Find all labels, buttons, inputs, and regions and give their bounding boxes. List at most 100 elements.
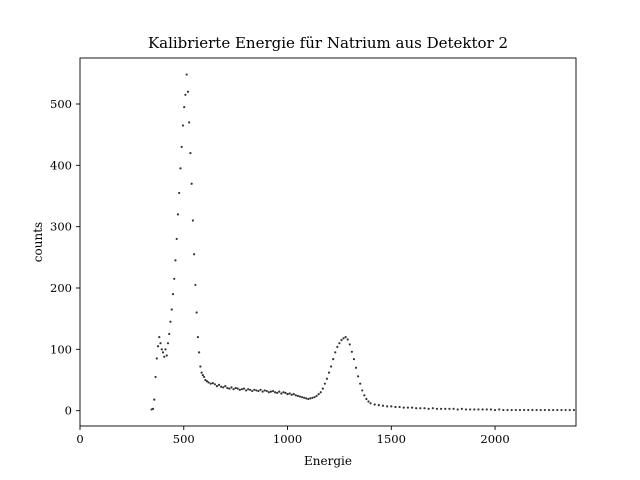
x-tick-label: 1500 xyxy=(377,432,406,446)
data-point xyxy=(321,387,324,390)
data-point xyxy=(406,406,409,409)
data-point xyxy=(292,393,295,396)
data-point xyxy=(194,283,197,287)
data-point xyxy=(309,397,312,400)
x-tick-label: 500 xyxy=(173,432,195,446)
chart-title: Kalibrierte Energie für Natrium aus Dete… xyxy=(148,34,508,52)
data-point xyxy=(367,400,370,403)
data-point xyxy=(493,408,497,412)
data-point xyxy=(224,385,227,388)
data-point xyxy=(556,408,559,412)
data-point xyxy=(191,219,194,222)
data-point xyxy=(284,391,287,394)
data-point xyxy=(317,393,320,396)
data-point xyxy=(186,90,190,93)
data-point xyxy=(215,385,219,388)
data-point xyxy=(234,386,237,390)
data-point xyxy=(334,351,337,354)
data-point xyxy=(189,151,192,155)
data-point xyxy=(232,388,235,391)
data-point xyxy=(402,406,405,409)
data-point xyxy=(489,408,493,411)
data-point xyxy=(342,337,345,340)
data-point xyxy=(238,388,241,391)
data-point xyxy=(527,408,530,412)
data-point xyxy=(373,403,376,406)
data-point xyxy=(255,389,258,392)
data-points xyxy=(150,73,576,412)
data-point xyxy=(170,308,173,311)
y-tick-label: 300 xyxy=(50,220,72,234)
data-point xyxy=(350,350,353,353)
data-point xyxy=(560,408,563,412)
data-point xyxy=(419,407,422,410)
data-point xyxy=(547,408,551,412)
data-point xyxy=(539,408,542,412)
data-point xyxy=(242,387,246,390)
data-point xyxy=(340,339,343,342)
data-point xyxy=(273,391,277,394)
data-point xyxy=(156,345,160,348)
data-point xyxy=(369,402,372,405)
data-point xyxy=(311,396,314,399)
data-point xyxy=(477,408,480,411)
data-point xyxy=(267,391,270,394)
x-axis-label: Energie xyxy=(304,454,352,468)
data-point xyxy=(154,375,157,379)
data-point xyxy=(300,396,304,399)
data-point xyxy=(531,408,534,412)
y-axis-label: counts xyxy=(31,222,45,262)
data-point xyxy=(261,390,264,393)
data-point xyxy=(181,124,185,127)
data-point xyxy=(257,389,260,393)
data-point xyxy=(228,387,231,390)
data-point xyxy=(265,389,268,393)
data-point xyxy=(163,355,166,358)
data-point xyxy=(363,394,366,397)
data-point xyxy=(481,408,484,411)
data-point xyxy=(359,382,362,385)
data-point xyxy=(205,380,209,383)
data-point xyxy=(200,371,203,374)
data-point xyxy=(336,345,339,348)
data-point xyxy=(185,73,188,76)
data-point xyxy=(160,348,163,351)
y-axis-ticks: 0 100 200 300 400 500 xyxy=(50,97,80,418)
data-point xyxy=(338,342,341,345)
data-point xyxy=(464,408,468,411)
data-point xyxy=(249,388,252,391)
plot-frame xyxy=(79,57,577,427)
data-point xyxy=(222,386,225,389)
data-point xyxy=(354,366,358,369)
data-point xyxy=(514,408,517,412)
data-point xyxy=(307,397,310,401)
data-point xyxy=(240,388,243,391)
data-point xyxy=(435,407,439,410)
data-point xyxy=(523,408,526,412)
data-point xyxy=(269,390,273,393)
data-point xyxy=(552,408,555,412)
y-tick-label: 200 xyxy=(50,281,72,295)
data-point xyxy=(344,335,347,339)
data-point xyxy=(180,145,183,149)
y-tick-label: 500 xyxy=(50,97,72,111)
data-point xyxy=(282,391,285,394)
y-tick-label: 400 xyxy=(50,158,72,172)
data-point xyxy=(298,395,302,398)
data-point xyxy=(506,408,509,412)
data-point xyxy=(280,392,283,395)
data-point xyxy=(179,167,182,170)
data-point xyxy=(502,408,505,412)
data-point xyxy=(165,354,168,357)
data-point xyxy=(230,386,233,389)
data-point xyxy=(325,377,329,380)
data-point xyxy=(460,407,463,410)
data-point xyxy=(568,408,571,412)
data-point xyxy=(213,383,216,386)
data-point xyxy=(171,293,175,296)
data-point xyxy=(386,405,389,408)
data-point xyxy=(190,182,193,185)
data-point xyxy=(327,371,331,374)
data-point xyxy=(410,406,414,409)
